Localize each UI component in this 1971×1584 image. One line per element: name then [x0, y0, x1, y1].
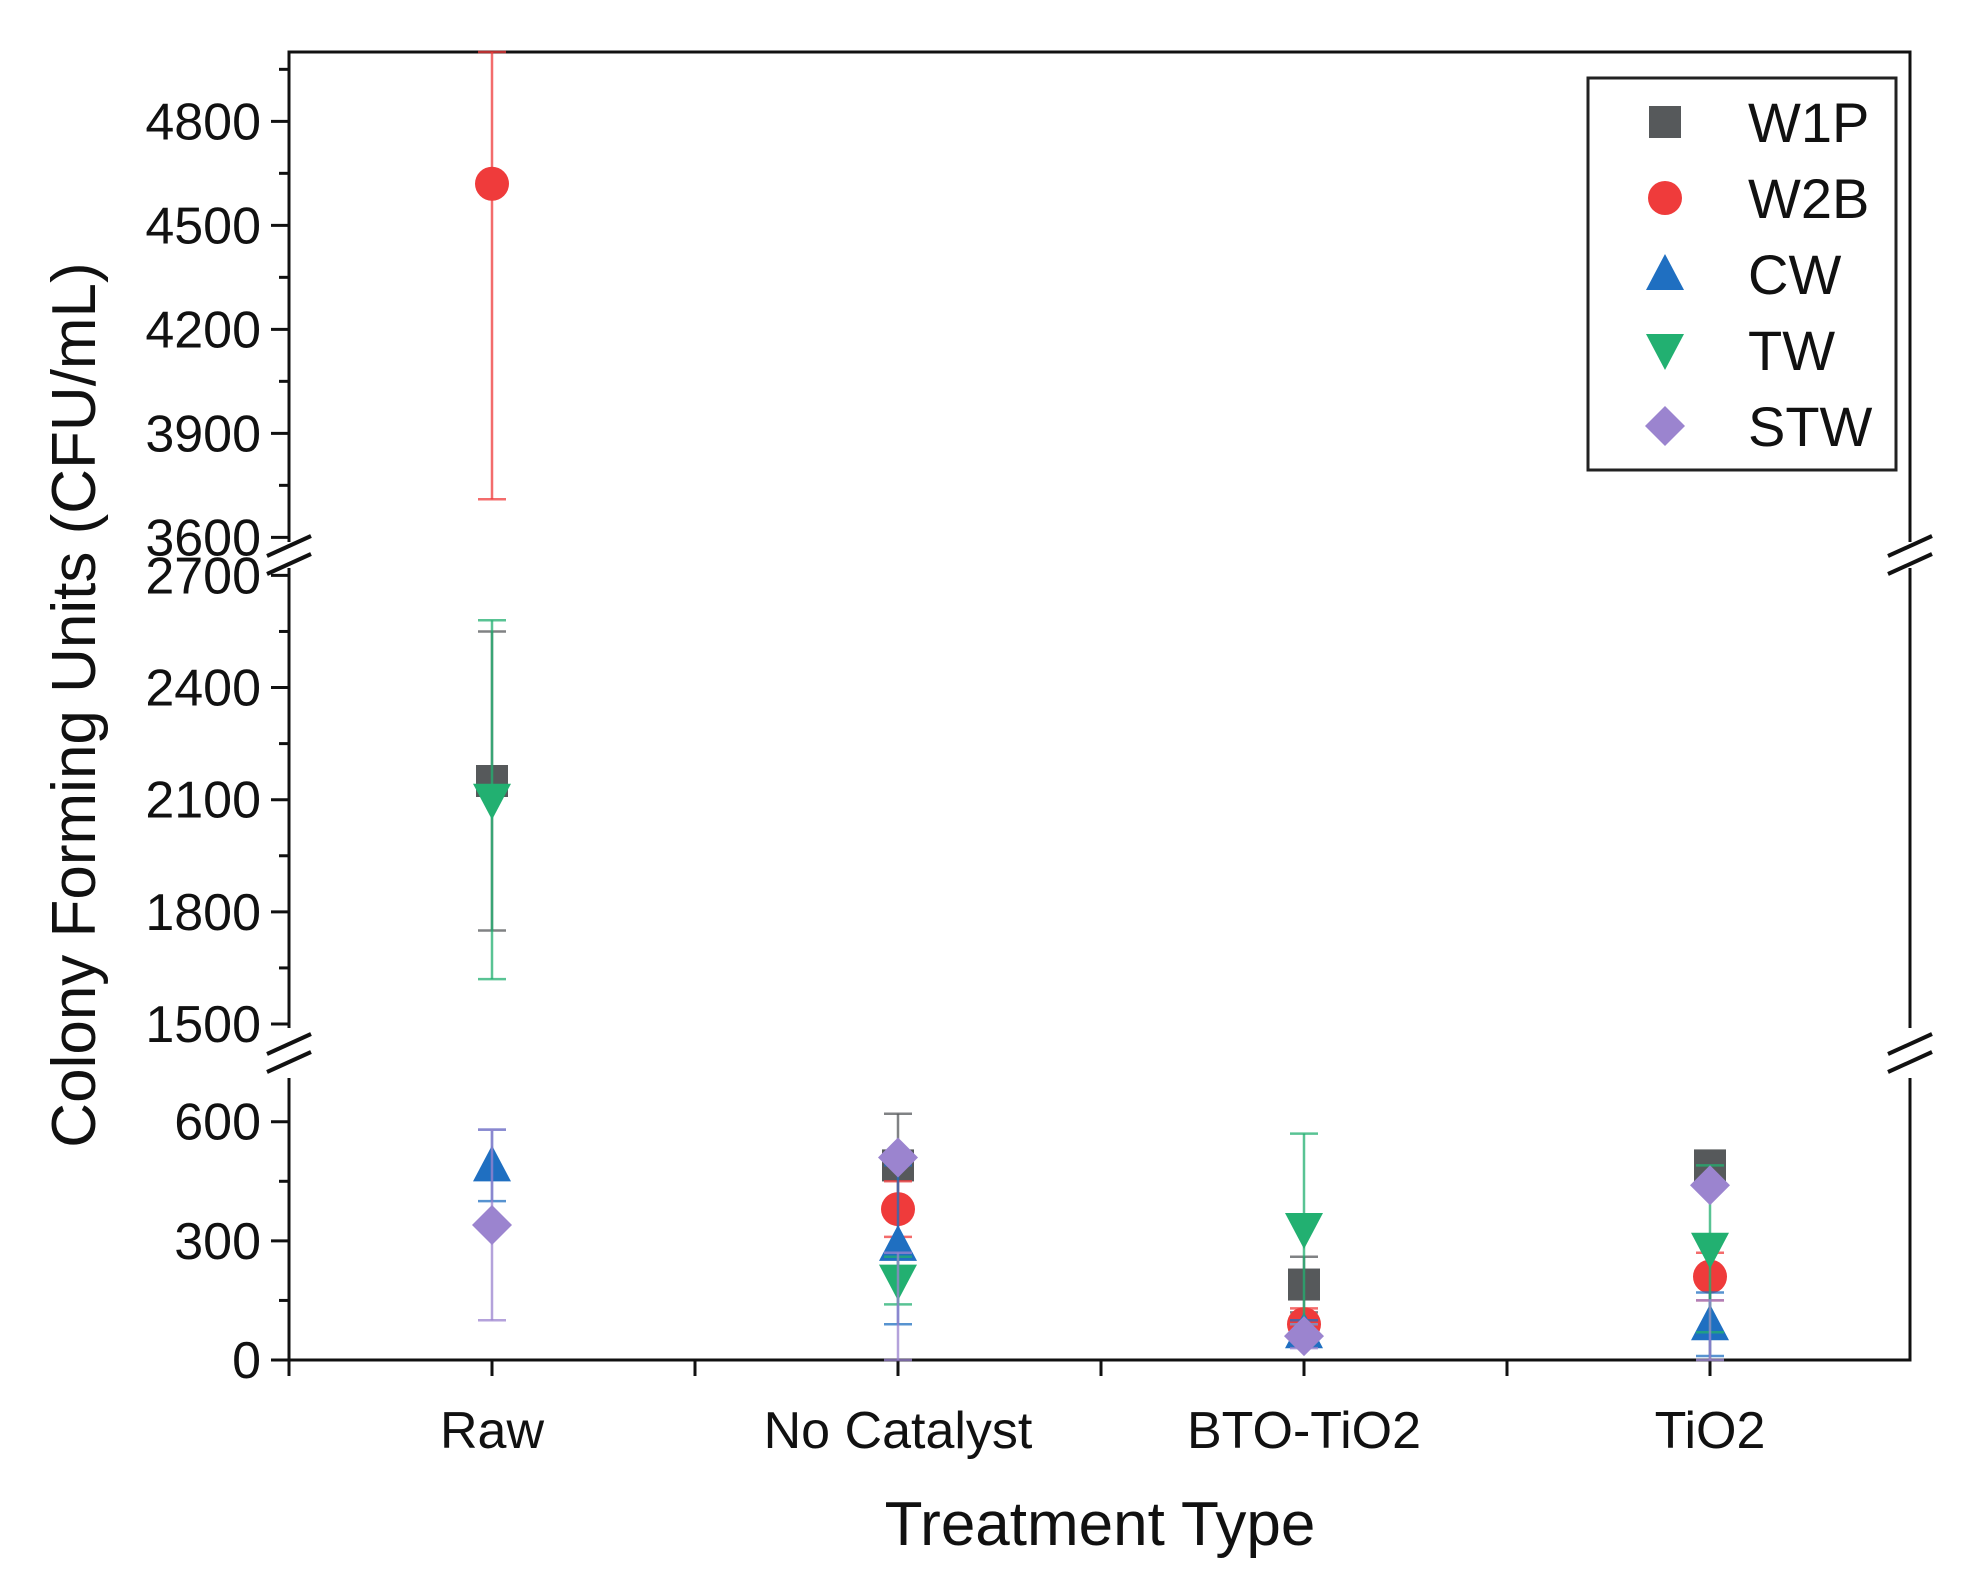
legend-marker: [1649, 106, 1681, 138]
legend: W1P W2B CW TW STW: [1586, 76, 1898, 472]
y-tick-label: 4800: [145, 93, 261, 151]
data-point: [1285, 1212, 1323, 1249]
axis-break-mark: [1887, 534, 1933, 558]
legend-label: TW: [1748, 319, 1835, 382]
data-point: [1691, 1232, 1729, 1269]
y-tick-label: 300: [174, 1213, 261, 1271]
legend-label: W2B: [1748, 167, 1869, 230]
x-axis-title: Treatment Type: [885, 1490, 1316, 1559]
data-point: [473, 783, 511, 820]
series-stw: [472, 1128, 1730, 1362]
y-tick-label: 1500: [145, 996, 261, 1054]
y-tick-label: 2700: [145, 547, 261, 605]
data-marks: [472, 50, 1730, 1362]
series-tw: [473, 618, 1729, 1334]
axis-break-mark: [266, 552, 312, 576]
series-w1p: [476, 630, 1726, 1362]
legend-entry-w2b: W2B: [1648, 167, 1869, 230]
y-tick-label: 4500: [145, 197, 261, 255]
legend-entry-tw: TW: [1646, 319, 1835, 382]
y-tick-label: 3900: [145, 405, 261, 463]
y-tick-label: 3600: [145, 509, 261, 567]
x-tick-label: No Catalyst: [764, 1402, 1033, 1460]
axis-break-gap: [283, 1028, 295, 1078]
legend-entry-stw: STW: [1645, 395, 1873, 458]
data-point: [472, 1204, 512, 1245]
legend-marker: [1646, 254, 1684, 290]
legend-entry-w1p: W1P: [1649, 91, 1869, 154]
y-tick-label: 1800: [145, 884, 261, 942]
axis-break-mark: [266, 1032, 312, 1056]
legend-marker: [1645, 406, 1685, 446]
y-axis-title: Colony Forming Units (CFU/mL): [40, 262, 109, 1147]
legend-label: W1P: [1748, 91, 1869, 154]
legend-label: STW: [1748, 395, 1873, 458]
x-tick-label: BTO-TiO2: [1187, 1402, 1421, 1460]
legend-entry-cw: CW: [1646, 243, 1841, 306]
y-tick-label: 2400: [145, 660, 261, 718]
axis-break-mark: [1887, 1050, 1933, 1074]
x-tick-label: Raw: [440, 1402, 544, 1460]
axis-break-mark: [266, 1050, 312, 1074]
legend-marker: [1648, 181, 1682, 215]
y-tick-label: 2100: [145, 772, 261, 830]
data-point: [1284, 1316, 1324, 1357]
axis-break-mark: [266, 534, 312, 558]
series-w2b: [475, 50, 1727, 1342]
data-point: [475, 166, 509, 201]
legend-box: [1586, 76, 1898, 472]
data-point: [1690, 1165, 1730, 1206]
axis-break-gap: [1904, 1028, 1916, 1078]
legend-marker: [1646, 334, 1684, 370]
series-cw: [473, 1128, 1729, 1358]
axis-break-mark: [1887, 552, 1933, 576]
y-tick-label: 4200: [145, 301, 261, 359]
x-tick-label: TiO2: [1655, 1402, 1766, 1460]
y-tick-label: 600: [174, 1094, 261, 1152]
data-point: [878, 1137, 918, 1178]
legend-label: CW: [1748, 243, 1841, 306]
axis-break-mark: [1887, 1032, 1933, 1056]
x-axis: Raw No Catalyst BTO-TiO2 TiO2: [287, 1360, 1766, 1460]
y-tick-label: 0: [232, 1332, 261, 1390]
